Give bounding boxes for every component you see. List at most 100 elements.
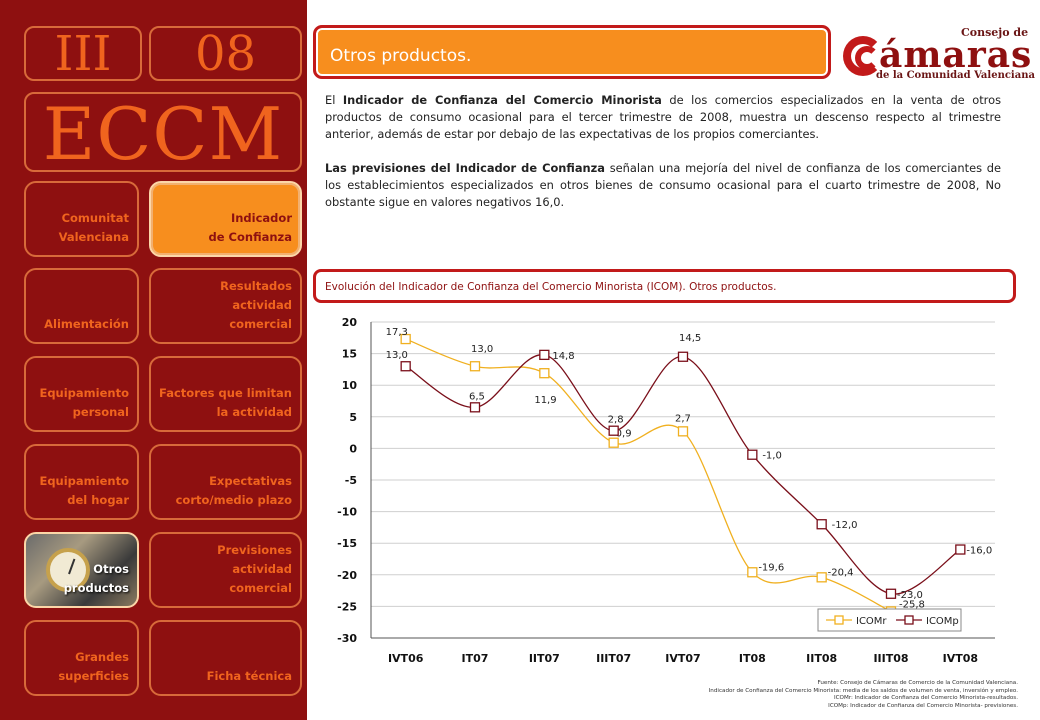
y-tick-label: -20 [337,569,357,582]
nav-label: Indicador de Confianza [208,211,293,244]
nav-previsiones-actividad[interactable]: Previsiones actividad comercial [149,532,302,608]
x-tick-label: IVT07 [665,652,700,665]
nav-resultados-actividad[interactable]: Resultados actividad comercial [149,268,302,344]
x-tick-label: IIT08 [806,652,837,665]
nav-label: Previsiones actividad comercial [217,543,292,595]
data-point-ICOMp [400,361,411,372]
page-title-box: Otros productos. [313,25,831,79]
legend-box [817,608,962,632]
data-label-ICOMp: 6,5 [469,391,485,402]
data-point-ICOMr [469,361,481,372]
nav-ficha-tecnica[interactable]: Ficha técnica [149,620,302,696]
p1-rest: de los comercios especializados en la ve… [325,93,1002,141]
paragraph-2: Las previsiones del Indicador de Confian… [325,160,1001,211]
nav-label: Equipamiento personal [39,386,129,419]
nav-equipamiento-personal[interactable]: Equipamiento personal [24,356,139,432]
chart-title: Evolución del Indicador de Confianza del… [325,281,777,293]
y-tick-label: 0 [349,442,357,455]
data-label-ICOMr: -19,6 [758,562,784,573]
watch-image [46,548,90,592]
nav-label: Factores que limitan la actividad [159,386,292,419]
y-tick-label: -30 [337,632,357,645]
data-point-ICOMp [677,351,689,362]
data-label-ICOMp: 13,0 [386,350,408,361]
data-point-ICOMp [885,588,897,599]
series-line-ICOMp [405,354,961,595]
nav-label: Equipamiento del hogar [39,474,129,507]
body-text: El Indicador de Confianza del Comercio M… [325,92,1001,228]
x-tick-label: IT08 [739,652,766,665]
nav-label: Alimentación [44,317,129,331]
nav-alimentacion[interactable]: Alimentación [24,268,139,344]
logo-line1: Consejo de [961,26,1029,39]
legend-marker-ICOMr [834,615,844,625]
p1-bold: Indicador de Confianza del Comercio Mino… [342,93,662,107]
page-title: Otros productos. [330,46,472,66]
nav-label: Expectativas corto/medio plazo [175,474,292,507]
data-point-ICOMp [469,402,481,413]
nav-comunitat-valenciana[interactable]: Comunitat Valenciana [24,181,139,257]
legend-marker-ICOMp [904,615,914,625]
y-tick-label: -15 [337,537,357,550]
source-note: Fuente: Consejo de Cámaras de Comercio d… [518,680,1018,710]
data-label-ICOMr: 2,7 [675,413,691,424]
logo-line2: ámaras [879,34,1033,76]
nav-label: Ficha técnica [206,669,292,683]
data-label-ICOMr: 0,9 [616,429,632,440]
data-label-ICOMp: -12,0 [832,520,858,531]
nav-label: Resultados actividad comercial [220,279,292,331]
nav-expectativas[interactable]: Expectativas corto/medio plazo [149,444,302,520]
data-label-ICOMr: -20,4 [828,567,854,578]
y-tick-label: 15 [342,348,357,361]
data-label-ICOMp: -1,0 [762,451,782,462]
data-point-ICOMp [539,349,550,361]
nav-otros-productos[interactable]: Otros productos [24,532,139,608]
nav-label: Comunitat Valenciana [58,211,129,244]
source-line: ICOMr: Indicador de Confianza del Comerc… [833,695,1018,701]
logo-line3: de la Comunidad Valenciana [876,70,1035,81]
legend-label-ICOMp: ICOMp [926,616,959,627]
data-label-ICOMp: 14,8 [552,351,574,362]
y-tick-label: 5 [349,411,357,424]
data-point-ICOMr [747,567,758,578]
icom-line-chart: 20 15 10 5 0 -5 -10 -15 -20 -25 -30 IVT06 IT07 IIT07 I… [337,316,995,665]
data-label-ICOMp: 14,5 [679,333,701,344]
data-point-ICOMr [677,426,689,437]
nav-label: Otros productos [63,562,129,595]
data-label-ICOMp: -23,0 [897,590,923,601]
x-tick-label: IVT06 [388,652,424,665]
nav-equipamiento-hogar[interactable]: Equipamiento del hogar [24,444,139,520]
series-line-ICOMr [405,338,892,613]
volume-label: III [54,26,112,82]
nav-indicador-confianza[interactable]: Indicador de Confianza [149,181,302,257]
data-point-ICOMr [539,368,550,379]
legend-label-ICOMr: ICOMr [856,616,887,627]
nav-label: Grandes superficies [58,650,129,683]
x-tick-label: IIIT07 [596,652,631,665]
data-point-ICOMp [816,519,827,530]
nav-grandes-superficies[interactable]: Grandes superficies [24,620,139,696]
camaras-logo: Consejo de ámaras de la Comunidad Valenc… [843,22,1035,84]
data-point-ICOMr [608,437,619,448]
data-point-ICOMr [816,572,827,583]
number-box: 08 [149,26,302,81]
paragraph-1: El Indicador de Confianza del Comercio M… [325,92,1001,143]
sidebar: III 08 ECCM Comunitat Valenciana Indicad… [0,0,307,720]
p2-rest: señalan una mejoría del nivel de confian… [325,161,1001,209]
data-point-ICOMp [747,449,758,460]
data-label-ICOMr: 17,3 [386,327,408,338]
p1-pre: El [325,93,343,107]
x-tick-label: IIIT08 [873,652,908,665]
data-point-ICOMp [955,544,966,555]
data-label-ICOMr: 11,9 [534,395,556,406]
source-line: ICOMp: Indicador de Confianza del Comerc… [828,702,1018,709]
y-tick-label: -10 [337,506,357,519]
acronym-box: ECCM [24,92,302,174]
logo-mark-icon [843,36,883,76]
y-tick-label: 10 [342,379,358,392]
logo-mark-inner-icon [855,46,879,70]
data-point-ICOMr [400,333,411,345]
nav-factores-limitan[interactable]: Factores que limitan la actividad [149,356,302,432]
volume-box: III [24,26,142,81]
y-tick-label: -25 [337,600,357,613]
